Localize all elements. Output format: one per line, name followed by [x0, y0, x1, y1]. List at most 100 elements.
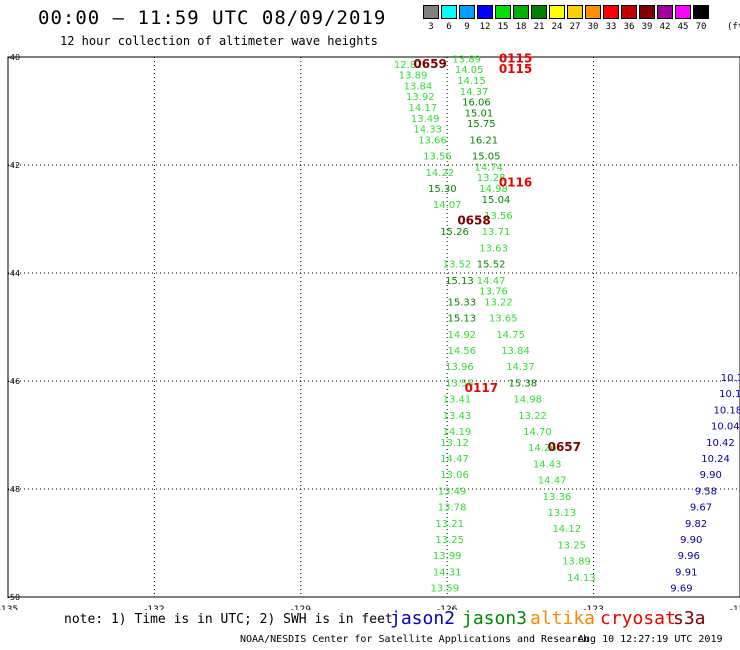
wave-height-label: 13.22 — [484, 297, 513, 308]
scale-swatch — [441, 5, 457, 19]
wave-height-label: 13.56 — [484, 211, 513, 222]
wave-height-label: 14.75 — [496, 330, 525, 341]
wave-height-label: 14.47 — [538, 476, 567, 487]
wave-height-label: 14.31 — [433, 567, 462, 578]
scale-label: 12 — [479, 22, 491, 32]
wave-height-label: 15.01 — [465, 108, 494, 119]
wave-height-label: 9.67 — [690, 503, 712, 514]
scale-swatch — [657, 5, 673, 19]
wave-height-label: 14.47 — [440, 454, 469, 465]
wave-height-label: 14.98 — [479, 184, 508, 195]
wave-height-label: 12.82 — [394, 60, 423, 71]
lon-tick-label: -129 — [291, 605, 312, 610]
wave-height-label: 13.99 — [433, 551, 462, 562]
wave-height-label: 13.56 — [423, 152, 452, 163]
wave-height-label: 13.13 — [548, 508, 577, 519]
wave-height-label: 10.11 — [721, 373, 740, 384]
wave-height-label: 9.58 — [695, 486, 717, 497]
wave-height-label: 13.12 — [440, 438, 469, 449]
wave-height-label: 16.21 — [469, 135, 498, 146]
wave-height-label: 15.13 — [445, 276, 474, 287]
scale-label: 9 — [464, 22, 470, 32]
wave-height-label: 9.90 — [700, 470, 722, 481]
scale-label: 70 — [695, 22, 707, 32]
lon-tick-label: -120 — [730, 605, 740, 610]
legend-jason3: jason3 — [462, 608, 528, 629]
wave-height-label: 10.42 — [706, 438, 735, 449]
wave-height-label: 10.24 — [701, 454, 730, 465]
wave-height-label: 14.05 — [455, 65, 484, 76]
scale-swatch — [639, 5, 655, 19]
wave-height-label: 15.75 — [467, 119, 496, 130]
scale-swatch — [549, 5, 565, 19]
wave-height-label: 9.91 — [675, 567, 697, 578]
wave-height-label: 13.76 — [479, 287, 508, 298]
wave-height-label: 13.63 — [479, 243, 508, 254]
wave-height-label: 13.25 — [435, 535, 464, 546]
wave-height-label: 14.26 — [528, 443, 557, 454]
wave-height-label: 14.37 — [506, 362, 535, 373]
lon-tick-label: -123 — [583, 605, 603, 610]
wave-height-label: 13.55 — [445, 378, 474, 389]
wave-height-label: 14.17 — [408, 103, 437, 114]
wave-height-label: 14.56 — [448, 346, 477, 357]
lon-tick-label: -135 — [0, 605, 18, 610]
wave-height-label: 13.84 — [501, 346, 530, 357]
wave-height-label: 14.74 — [474, 162, 503, 173]
scale-label: 36 — [623, 22, 635, 32]
time-label: 0115 — [499, 62, 532, 76]
scale-label: 39 — [641, 22, 653, 32]
credit-line: NOAA/NESDIS Center for Satellite Applica… — [240, 634, 590, 645]
wave-height-label: 14.19 — [443, 427, 472, 438]
scale-swatch — [477, 5, 493, 19]
time-label: 0657 — [548, 440, 581, 454]
wave-height-label: 13.89 — [399, 71, 428, 82]
wave-height-label: 14.07 — [433, 200, 462, 211]
time-label: 0116 — [499, 176, 532, 190]
footnote: note: 1) Time is in UTC; 2) SWH is in fe… — [64, 612, 393, 627]
map-frame — [7, 56, 740, 598]
scale-swatch — [693, 5, 709, 19]
wave-height-label: 13.49 — [411, 114, 440, 125]
wave-height-label: 10.18 — [713, 405, 740, 416]
scale-label: 6 — [446, 22, 452, 32]
wave-height-label: 14.98 — [513, 395, 542, 406]
wave-height-label: 13.92 — [406, 92, 435, 103]
scale-label: 33 — [605, 22, 617, 32]
wave-height-label: 14.47 — [477, 276, 506, 287]
wave-height-label: 13.89 — [452, 54, 481, 65]
scale-swatch — [621, 5, 637, 19]
scale-unit: (ft) — [727, 22, 740, 32]
wave-height-label: 15.05 — [472, 152, 501, 163]
wave-height-label: 13.71 — [482, 227, 511, 238]
wave-height-label: 14.37 — [460, 87, 489, 98]
wave-height-label: 13.25 — [557, 540, 586, 551]
scale-label: 42 — [659, 22, 671, 32]
wave-height-label: 14.43 — [533, 459, 562, 470]
page-subtitle: 12 hour collection of altimeter wave hei… — [60, 34, 378, 48]
lat-tick-label: -48 — [7, 485, 20, 494]
time-label: 0658 — [457, 213, 490, 227]
wave-height-label: 14.70 — [523, 427, 552, 438]
scale-label: 21 — [533, 22, 545, 32]
time-label: 0659 — [413, 57, 446, 71]
wave-height-label: 15.52 — [477, 260, 506, 271]
lat-tick-label: -42 — [7, 161, 20, 170]
scale-label: 3 — [428, 22, 434, 32]
wave-height-label: 13.06 — [440, 470, 469, 481]
scale-swatch — [675, 5, 691, 19]
scale-label: 30 — [587, 22, 599, 32]
time-label: 0117 — [465, 381, 498, 395]
wave-height-label: 10.1 — [719, 389, 740, 400]
wave-height-label: 13.65 — [489, 314, 518, 325]
altimeter-map: -135 -132 -129 -126 -123 -120 -40 -42 -44 -46 -48 -… — [0, 51, 740, 610]
wave-height-label: 14.22 — [426, 168, 455, 179]
lat-tick-label: -40 — [7, 53, 20, 62]
scale-label: 45 — [677, 22, 689, 32]
lat-tick-label: -46 — [7, 377, 20, 386]
wave-height-label: 13.22 — [518, 411, 547, 422]
scale-label: 15 — [497, 22, 509, 32]
scale-swatch — [459, 5, 475, 19]
wave-height-label: 13.43 — [443, 411, 472, 422]
scale-swatch — [603, 5, 619, 19]
